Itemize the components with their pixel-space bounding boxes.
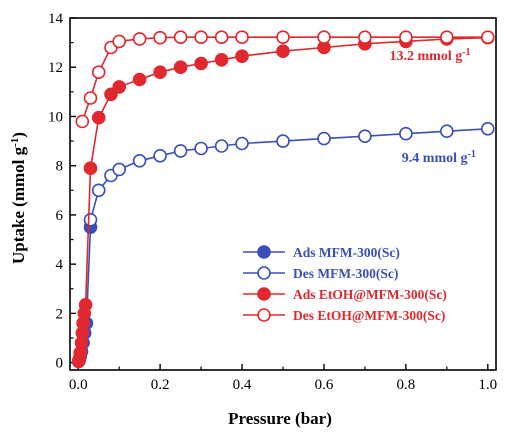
annotations: 13.2 mmol g-19.4 mmol g-1 (390, 46, 476, 166)
data-point (112, 80, 126, 94)
legend-marker (257, 245, 271, 259)
legend-label: Ads MFM-300(Sc) (293, 245, 400, 260)
data-point (91, 110, 106, 125)
data-point (480, 30, 495, 45)
y-axis-title-main: Uptake (mmol g (9, 146, 28, 264)
series-layer (71, 30, 495, 369)
y-axis-title-close: ) (9, 132, 28, 138)
legend-entry: Des EtOH@MFM-300(Sc) (243, 308, 445, 323)
data-point (214, 139, 229, 153)
y-axis-title: Uptake (mmol g-1) (9, 132, 28, 264)
data-point (75, 114, 90, 129)
data-point (91, 183, 106, 198)
x-tick-label: 0.2 (151, 377, 170, 393)
x-tick-label: 0.0 (69, 377, 88, 393)
data-point (194, 30, 208, 45)
data-point (104, 87, 118, 102)
data-point (132, 32, 147, 46)
data-point (153, 149, 167, 163)
value-annotation: 9.4 mmol g-1 (402, 149, 476, 167)
y-tick-label: 4 (56, 257, 64, 273)
data-point (173, 60, 188, 74)
legend-label: Des EtOH@MFM-300(Sc) (293, 308, 445, 323)
data-point (317, 131, 331, 146)
data-point (235, 30, 249, 45)
legend-marker (257, 266, 271, 280)
data-point (132, 154, 147, 168)
data-point (317, 30, 331, 45)
y-axis-title-sup: -1 (9, 138, 21, 147)
data-point (439, 30, 454, 45)
legend-label: Ads EtOH@MFM-300(Sc) (293, 287, 447, 302)
data-point (439, 124, 454, 138)
data-point (276, 134, 290, 148)
data-point (112, 162, 126, 177)
value-annotation-text: 13.2 mmol g (390, 49, 463, 64)
x-tick-label: 1.0 (478, 377, 497, 393)
legend-label: Des MFM-300(Sc) (293, 266, 398, 281)
value-annotation-sup: -1 (462, 46, 470, 57)
legend-entry: Ads EtOH@MFM-300(Sc) (243, 287, 447, 302)
data-point (276, 44, 290, 59)
series-2 (71, 30, 495, 369)
legend: Ads MFM-300(Sc) Des MFM-300(Sc) Ads EtOH@M… (243, 245, 447, 323)
y-tick-label: 6 (56, 208, 64, 224)
x-tick-label: 0.6 (315, 377, 334, 393)
series-1 (83, 122, 495, 227)
data-point (91, 65, 106, 79)
x-tick-label: 0.8 (397, 377, 416, 393)
data-point (214, 52, 229, 67)
value-annotation-text: 9.4 mmol g (402, 151, 468, 166)
data-point (173, 30, 188, 45)
y-tick-label: 2 (56, 306, 64, 322)
data-point (358, 129, 372, 143)
data-point (235, 49, 249, 64)
legend-entry: Des MFM-300(Sc) (243, 266, 398, 281)
y-tick-label: 0 (56, 356, 64, 372)
data-point (399, 30, 413, 45)
x-tick-label: 0.4 (233, 377, 252, 393)
y-tick-label: 10 (48, 109, 63, 125)
value-annotation: 13.2 mmol g-1 (390, 46, 471, 64)
data-point (83, 91, 98, 105)
data-point (399, 126, 413, 141)
data-point (78, 297, 93, 312)
axes: 0.0 0.2 0.4 0.6 0.8 1.0 0 2 4 6 8 10 12 14 (48, 11, 497, 393)
data-point (358, 30, 372, 45)
data-point (132, 72, 147, 87)
data-point (112, 34, 126, 49)
legend-marker (257, 287, 271, 301)
data-point (194, 56, 208, 71)
data-point (83, 213, 98, 227)
data-point (153, 65, 167, 79)
data-point (83, 161, 98, 175)
y-tick-label: 14 (48, 11, 64, 27)
legend-entry: Ads MFM-300(Sc) (243, 245, 400, 260)
data-point (214, 30, 229, 45)
data-point (276, 30, 290, 45)
value-annotation-sup: -1 (468, 149, 476, 160)
y-tick-label: 12 (48, 60, 63, 76)
data-point (153, 30, 167, 45)
x-axis-title: Pressure (bar) (228, 409, 332, 428)
data-point (173, 144, 188, 158)
legend-marker (257, 308, 271, 322)
series-3 (75, 30, 495, 129)
data-point (480, 122, 495, 136)
y-tick-label: 8 (56, 159, 64, 175)
data-point (235, 136, 249, 151)
data-point (194, 141, 208, 156)
